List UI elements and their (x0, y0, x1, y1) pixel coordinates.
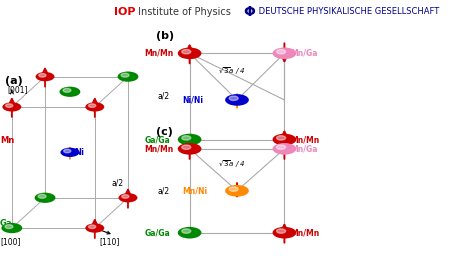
Circle shape (85, 102, 104, 112)
Circle shape (89, 104, 96, 107)
Circle shape (229, 96, 238, 101)
Circle shape (273, 134, 296, 145)
Text: Mn/Mn: Mn/Mn (290, 228, 319, 237)
Circle shape (60, 148, 79, 157)
Circle shape (63, 88, 71, 92)
Circle shape (5, 225, 13, 229)
Text: a/2: a/2 (111, 179, 124, 188)
Circle shape (59, 87, 80, 97)
Circle shape (276, 229, 285, 233)
Text: (b): (b) (156, 31, 174, 41)
Circle shape (64, 149, 71, 153)
Circle shape (182, 145, 191, 150)
Text: DEUTSCHE PHYSIKALISCHE GESELLSCHAFT: DEUTSCHE PHYSIKALISCHE GESELLSCHAFT (256, 7, 439, 16)
Text: (a): (a) (5, 76, 22, 86)
Circle shape (273, 48, 296, 59)
Text: Φ: Φ (243, 5, 255, 18)
Circle shape (1, 223, 22, 233)
Circle shape (273, 143, 296, 155)
Circle shape (89, 225, 96, 229)
Text: $\sqrt{3}$a / 4: $\sqrt{3}$a / 4 (218, 159, 246, 170)
Circle shape (225, 185, 249, 197)
Circle shape (182, 136, 191, 140)
Circle shape (39, 73, 46, 77)
Circle shape (182, 49, 191, 54)
Text: Mn/Mn: Mn/Mn (145, 49, 174, 58)
Text: Mn: Mn (0, 136, 14, 145)
Circle shape (178, 48, 201, 59)
Text: [100]: [100] (0, 237, 20, 246)
Circle shape (35, 193, 55, 203)
Text: Mn/Mn: Mn/Mn (145, 144, 174, 153)
Text: a/2: a/2 (157, 186, 170, 195)
Text: Mn/Ni: Mn/Ni (182, 186, 208, 195)
Text: Ga/Ga: Ga/Ga (145, 228, 170, 237)
Text: Ga: Ga (0, 219, 12, 228)
Text: [001]: [001] (7, 85, 27, 94)
Text: $\sqrt{3}$a / 4: $\sqrt{3}$a / 4 (218, 66, 246, 77)
Text: IOP: IOP (114, 6, 135, 17)
Text: Ga/Ga: Ga/Ga (145, 135, 170, 144)
Text: Mn/Mn: Mn/Mn (290, 135, 319, 144)
Circle shape (178, 227, 201, 239)
Circle shape (122, 195, 129, 198)
Text: a/2: a/2 (157, 92, 170, 101)
Text: Ni: Ni (75, 148, 85, 157)
Circle shape (38, 194, 46, 198)
Text: (c): (c) (156, 127, 173, 137)
Circle shape (118, 71, 138, 82)
Text: [110]: [110] (100, 237, 120, 246)
Circle shape (273, 227, 296, 239)
Circle shape (229, 187, 238, 191)
Text: Mn/Ga: Mn/Ga (290, 49, 318, 58)
Text: Ni/Ni: Ni/Ni (182, 95, 203, 104)
Circle shape (118, 193, 137, 202)
Circle shape (182, 229, 191, 233)
Circle shape (276, 136, 285, 140)
Text: Mn/Ga: Mn/Ga (290, 144, 318, 153)
Circle shape (2, 102, 21, 112)
Circle shape (6, 104, 13, 107)
Circle shape (85, 223, 104, 233)
Circle shape (178, 134, 201, 145)
Circle shape (276, 145, 285, 150)
Text: Institute of Physics: Institute of Physics (135, 6, 231, 17)
Circle shape (36, 72, 55, 81)
Circle shape (225, 94, 249, 106)
Circle shape (178, 143, 201, 155)
Circle shape (276, 49, 285, 54)
Circle shape (121, 73, 129, 77)
